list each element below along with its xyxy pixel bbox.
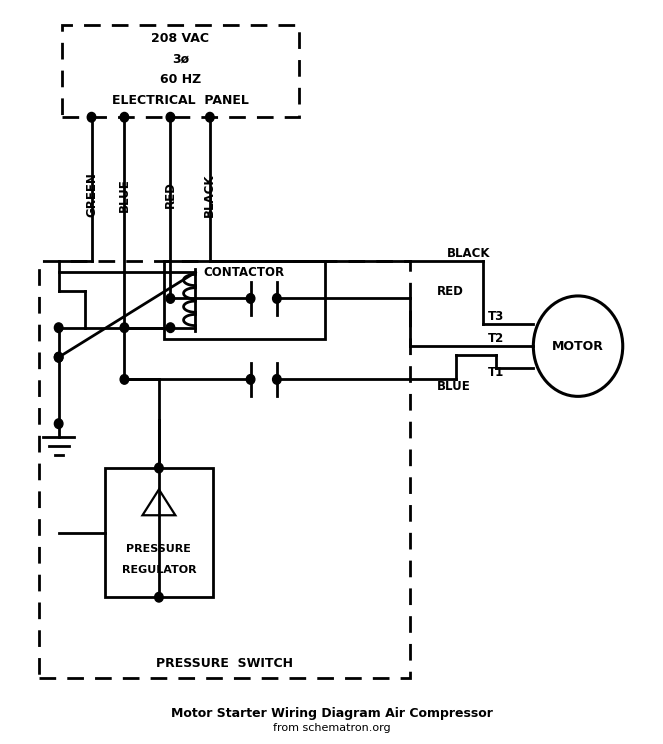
Text: T3: T3 xyxy=(488,310,505,323)
Text: T2: T2 xyxy=(488,333,505,345)
Circle shape xyxy=(88,112,96,122)
Text: BLUE: BLUE xyxy=(437,380,471,394)
Text: RED: RED xyxy=(164,182,177,208)
Text: PRESSURE: PRESSURE xyxy=(127,544,192,554)
Circle shape xyxy=(120,323,129,333)
Text: BLACK: BLACK xyxy=(204,173,216,217)
Circle shape xyxy=(206,112,214,122)
Circle shape xyxy=(272,374,281,384)
Text: MOTOR: MOTOR xyxy=(552,340,604,353)
Circle shape xyxy=(154,592,163,602)
Text: 3ø: 3ø xyxy=(172,52,189,65)
Circle shape xyxy=(54,323,63,333)
Text: Motor Starter Wiring Diagram Air Compressor: Motor Starter Wiring Diagram Air Compres… xyxy=(170,707,493,719)
Circle shape xyxy=(54,353,63,362)
Circle shape xyxy=(154,464,163,472)
Bar xyxy=(164,261,325,339)
Circle shape xyxy=(246,294,255,304)
Text: BLUE: BLUE xyxy=(118,178,131,211)
Text: REGULATOR: REGULATOR xyxy=(121,565,196,575)
Text: BLACK: BLACK xyxy=(447,247,490,260)
Text: ELECTRICAL  PANEL: ELECTRICAL PANEL xyxy=(112,94,249,106)
Text: PRESSURE  SWITCH: PRESSURE SWITCH xyxy=(156,657,293,670)
Text: GREEN: GREEN xyxy=(85,173,98,217)
Text: 208 VAC: 208 VAC xyxy=(151,32,210,45)
Circle shape xyxy=(246,374,255,384)
Bar xyxy=(39,261,410,679)
Text: 60 HZ: 60 HZ xyxy=(160,73,201,86)
Bar xyxy=(105,468,213,597)
Text: from schematron.org: from schematron.org xyxy=(272,723,391,733)
Circle shape xyxy=(166,112,174,122)
Circle shape xyxy=(54,353,63,362)
Text: T1: T1 xyxy=(488,365,505,379)
Circle shape xyxy=(272,294,281,304)
Circle shape xyxy=(54,419,63,429)
Circle shape xyxy=(120,112,129,122)
Text: RED: RED xyxy=(437,284,463,298)
Bar xyxy=(62,25,298,118)
Circle shape xyxy=(166,294,174,304)
Circle shape xyxy=(120,374,129,384)
Circle shape xyxy=(166,323,174,333)
Text: CONTACTOR: CONTACTOR xyxy=(204,266,285,279)
